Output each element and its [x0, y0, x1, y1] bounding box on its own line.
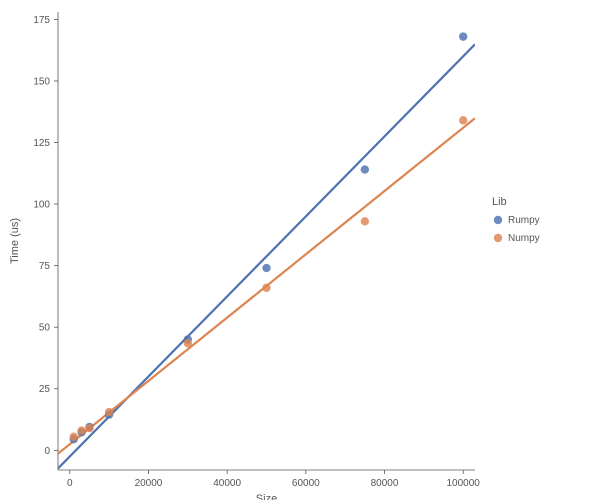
x-tick-label: 40000	[213, 478, 241, 489]
legend-label: Rumpy	[508, 215, 540, 226]
data-point	[262, 284, 270, 292]
y-tick-label: 50	[39, 323, 51, 334]
data-point	[361, 217, 369, 225]
data-point	[184, 339, 192, 347]
x-tick-label: 20000	[135, 478, 163, 489]
y-tick-label: 25	[39, 384, 51, 395]
x-tick-label: 80000	[371, 478, 399, 489]
data-point	[262, 264, 270, 272]
legend-label: Numpy	[508, 233, 540, 244]
y-tick-label: 175	[33, 15, 50, 26]
data-point	[70, 433, 78, 441]
data-point	[459, 32, 467, 40]
scatter-chart: 0 20000 40000 60000 80000 100000 0 25 50 75 100 125…	[0, 0, 599, 500]
x-tick-label: 0	[67, 478, 73, 489]
data-point	[459, 116, 467, 124]
data-point	[77, 426, 85, 434]
data-point	[361, 165, 369, 173]
y-tick-label: 100	[33, 200, 50, 211]
x-tick-label: 100000	[447, 478, 481, 489]
legend-marker	[494, 234, 502, 242]
y-tick-label: 125	[33, 138, 50, 149]
data-point	[85, 424, 93, 432]
y-tick-label: 0	[44, 446, 50, 457]
chart-container: 0 20000 40000 60000 80000 100000 0 25 50 75 100 125…	[0, 0, 599, 500]
y-tick-label: 75	[39, 261, 51, 272]
legend-marker	[494, 216, 502, 224]
y-tick-label: 150	[33, 76, 50, 87]
y-axis-label: Time (us)	[9, 218, 21, 264]
x-axis-label: Size	[256, 493, 277, 500]
legend-title: Lib	[492, 196, 507, 208]
data-point	[105, 408, 113, 416]
x-tick-label: 60000	[292, 478, 320, 489]
